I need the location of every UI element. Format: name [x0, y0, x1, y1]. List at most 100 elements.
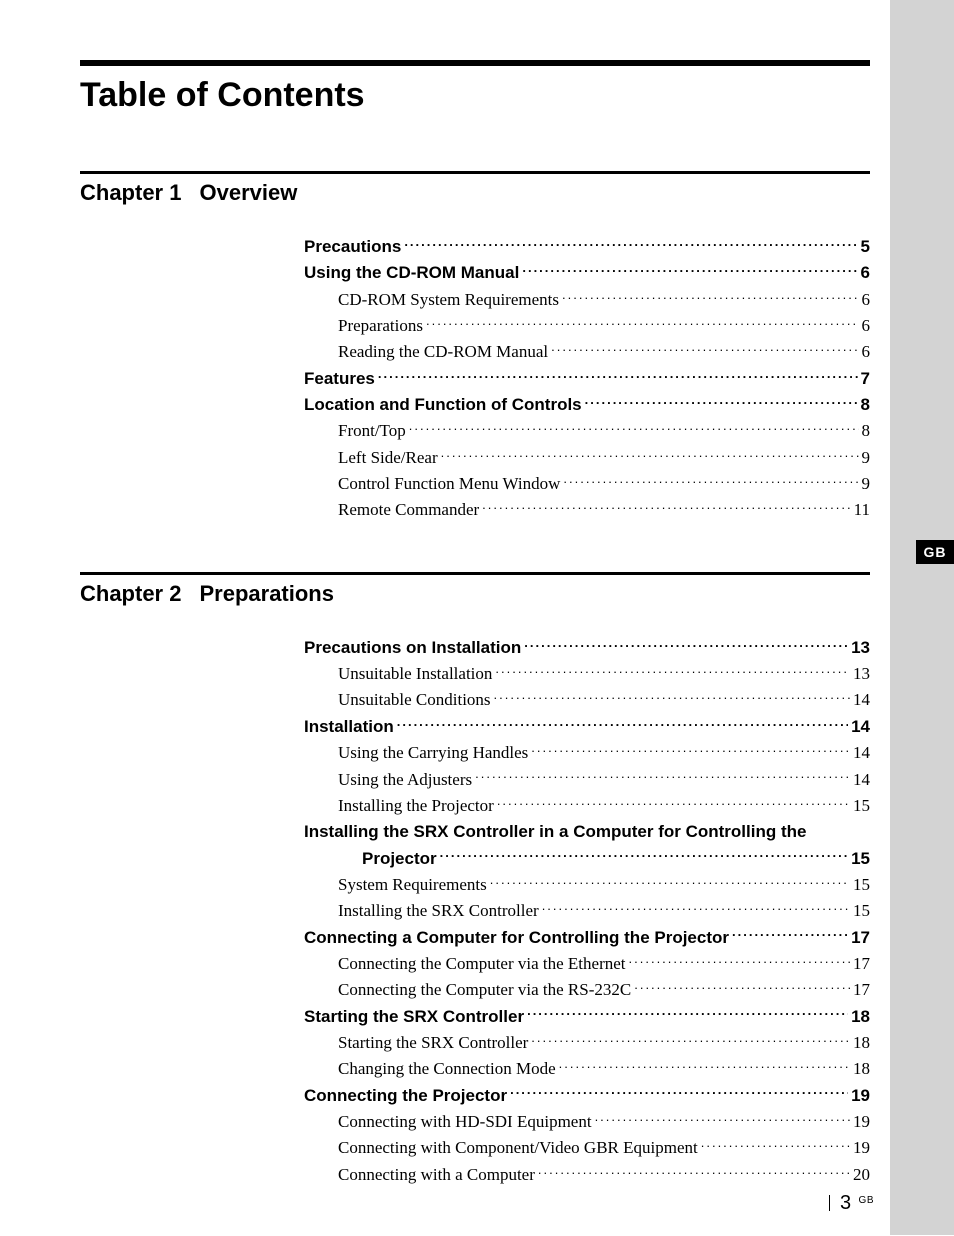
- chapter-rule: [80, 572, 870, 575]
- chapter-number: Chapter 2: [80, 581, 181, 606]
- toc-entry-page: 6: [862, 339, 871, 365]
- toc-section-entry[interactable]: Installation14: [304, 714, 870, 740]
- toc-sub-entry[interactable]: CD-ROM System Requirements6: [304, 287, 870, 313]
- toc-sub-entry[interactable]: Connecting with Component/Video GBR Equi…: [304, 1135, 870, 1161]
- toc-entry-page: 6: [862, 287, 871, 313]
- toc-entry-label: Front/Top: [338, 418, 406, 444]
- toc-entry-page: 15: [853, 872, 870, 898]
- toc-leader: [426, 315, 859, 331]
- language-tab: GB: [916, 540, 954, 564]
- toc-sub-entry[interactable]: Using the Carrying Handles 14: [304, 740, 870, 766]
- toc-sub-entry[interactable]: Remote Commander 11: [304, 497, 870, 523]
- toc-entry-label: Control Function Menu Window: [338, 471, 560, 497]
- toc-leader: [440, 848, 848, 864]
- chapter-block: Chapter 1Overview Precautions5Using the C…: [80, 171, 870, 524]
- toc-entry-page: 6: [861, 260, 870, 286]
- toc-entry-page: 13: [851, 635, 870, 661]
- toc-entry-page: 11: [854, 497, 870, 523]
- toc-leader: [524, 637, 848, 653]
- toc-leader: [378, 368, 858, 384]
- page-body: Table of Contents Chapter 1OverviewPreca…: [0, 0, 870, 1236]
- toc-entry-page: 17: [851, 925, 870, 951]
- toc-leader: [585, 394, 858, 410]
- toc-entry-page: 5: [861, 234, 870, 260]
- toc-leader: [531, 1032, 850, 1048]
- toc-leader: [522, 262, 857, 278]
- toc-sub-entry[interactable]: Changing the Connection Mode 18: [304, 1056, 870, 1082]
- chapter-heading: Chapter 2Preparations: [80, 581, 870, 607]
- toc-sub-entry[interactable]: Installing the Projector 15: [304, 793, 870, 819]
- toc-section-entry[interactable]: Starting the SRX Controller18: [304, 1004, 870, 1030]
- chapter-rule: [80, 171, 870, 174]
- toc-section-entry[interactable]: Connecting the Projector19: [304, 1083, 870, 1109]
- toc-sub-entry[interactable]: Connecting the Computer via the Ethernet…: [304, 951, 870, 977]
- toc-entry-label: Left Side/Rear: [338, 445, 438, 471]
- toc-entry-label: Using the Adjusters: [338, 767, 472, 793]
- toc-entry-label: Connecting with a Computer: [338, 1162, 535, 1188]
- toc-entry-label: Changing the Connection Mode: [338, 1056, 556, 1082]
- toc-section-entry[interactable]: Precautions5: [304, 234, 870, 260]
- toc-entry-label: Installing the SRX Controller: [338, 898, 539, 924]
- toc-entry-page: 19: [853, 1109, 870, 1135]
- toc-section-entry[interactable]: Features7: [304, 366, 870, 392]
- toc-entry-label: Starting the SRX Controller: [338, 1030, 528, 1056]
- toc-sub-entry[interactable]: Reading the CD-ROM Manual6: [304, 339, 870, 365]
- toc-entry-page: 18: [851, 1004, 870, 1030]
- toc-entry-page: 17: [853, 977, 870, 1003]
- toc-entry-page: 8: [861, 392, 870, 418]
- toc-section-entry[interactable]: Using the CD-ROM Manual6: [304, 260, 870, 286]
- toc-sub-entry[interactable]: Left Side/Rear 9: [304, 445, 870, 471]
- toc-entry-label: Connecting a Computer for Controlling th…: [304, 925, 729, 951]
- toc-entry-label: Location and Function of Controls: [304, 392, 582, 418]
- toc-leader: [441, 447, 859, 463]
- toc-leader: [563, 473, 858, 489]
- toc-entry-label: Remote Commander: [338, 497, 479, 523]
- toc-section-entry[interactable]: Installing the SRX Controller in a Compu…: [304, 819, 870, 845]
- toc-leader: [490, 874, 850, 890]
- toc-sub-entry[interactable]: Preparations6: [304, 313, 870, 339]
- toc-entry-page: 14: [851, 714, 870, 740]
- toc-leader: [497, 795, 850, 811]
- toc-leader: [701, 1137, 850, 1153]
- toc-entry-page: 9: [862, 445, 871, 471]
- footer-suffix: GB: [859, 1195, 874, 1206]
- toc-leader: [495, 663, 850, 679]
- toc-leader: [538, 1164, 850, 1180]
- toc-entry-page: 14: [853, 740, 870, 766]
- toc-section-entry[interactable]: Precautions on Installation13: [304, 635, 870, 661]
- toc-entry-label: Connecting the Projector: [304, 1083, 507, 1109]
- toc-entry-label: Installing the Projector: [338, 793, 494, 819]
- toc-sub-entry[interactable]: Starting the SRX Controller18: [304, 1030, 870, 1056]
- toc-entry-label: Connecting the Computer via the Ethernet: [338, 951, 626, 977]
- toc-entry-page: 15: [853, 793, 870, 819]
- toc-sub-entry[interactable]: Unsuitable Conditions14: [304, 687, 870, 713]
- toc-section-entry[interactable]: Location and Function of Controls 8: [304, 392, 870, 418]
- toc-sub-entry[interactable]: Unsuitable Installation13: [304, 661, 870, 687]
- toc-sub-entry[interactable]: Control Function Menu Window9: [304, 471, 870, 497]
- toc-section-entry[interactable]: Connecting a Computer for Controlling th…: [304, 925, 870, 951]
- toc-leader: [531, 742, 850, 758]
- toc-entry-label: Unsuitable Installation: [338, 661, 492, 687]
- toc-leader: [629, 953, 850, 969]
- toc-leader: [475, 769, 850, 785]
- toc-leader: [482, 499, 850, 515]
- toc-entry-page: 8: [862, 418, 871, 444]
- toc-entry-label: System Requirements: [338, 872, 487, 898]
- toc-entry-label: Using the Carrying Handles: [338, 740, 528, 766]
- toc-leader: [562, 289, 859, 305]
- toc-sub-entry[interactable]: Front/Top 8: [304, 418, 870, 444]
- toc-sub-entry[interactable]: Connecting with a Computer20: [304, 1162, 870, 1188]
- toc-entry-label: Projector: [362, 846, 437, 872]
- chapter-heading: Chapter 1Overview: [80, 180, 870, 206]
- toc-sub-entry[interactable]: Installing the SRX Controller15: [304, 898, 870, 924]
- toc-leader: [542, 900, 850, 916]
- toc-sub-entry[interactable]: Using the Adjusters14: [304, 767, 870, 793]
- toc-section-entry-cont[interactable]: Projector15: [304, 846, 870, 872]
- toc-leader: [510, 1085, 848, 1101]
- toc-sub-entry[interactable]: System Requirements 15: [304, 872, 870, 898]
- toc-leader: [559, 1058, 850, 1074]
- toc-sub-entry[interactable]: Connecting with HD-SDI Equipment19: [304, 1109, 870, 1135]
- toc-entry-page: 18: [853, 1056, 870, 1082]
- toc-list: Precautions5Using the CD-ROM Manual6CD-R…: [304, 234, 870, 524]
- toc-sub-entry[interactable]: Connecting the Computer via the RS-232C1…: [304, 977, 870, 1003]
